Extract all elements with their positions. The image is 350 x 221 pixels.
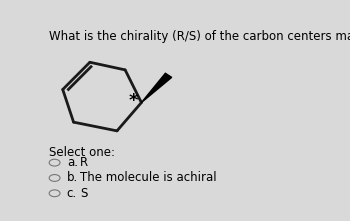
Text: What is the chirality (R/S) of the carbon centers marked with an asterisk?: What is the chirality (R/S) of the carbo… [49, 30, 350, 43]
Text: Select one:: Select one: [49, 146, 115, 159]
Text: R: R [80, 156, 89, 169]
Text: The molecule is achiral: The molecule is achiral [80, 171, 217, 185]
Text: b.: b. [67, 171, 78, 185]
Text: S: S [80, 187, 88, 200]
Text: c.: c. [67, 187, 77, 200]
Text: a.: a. [67, 156, 78, 169]
